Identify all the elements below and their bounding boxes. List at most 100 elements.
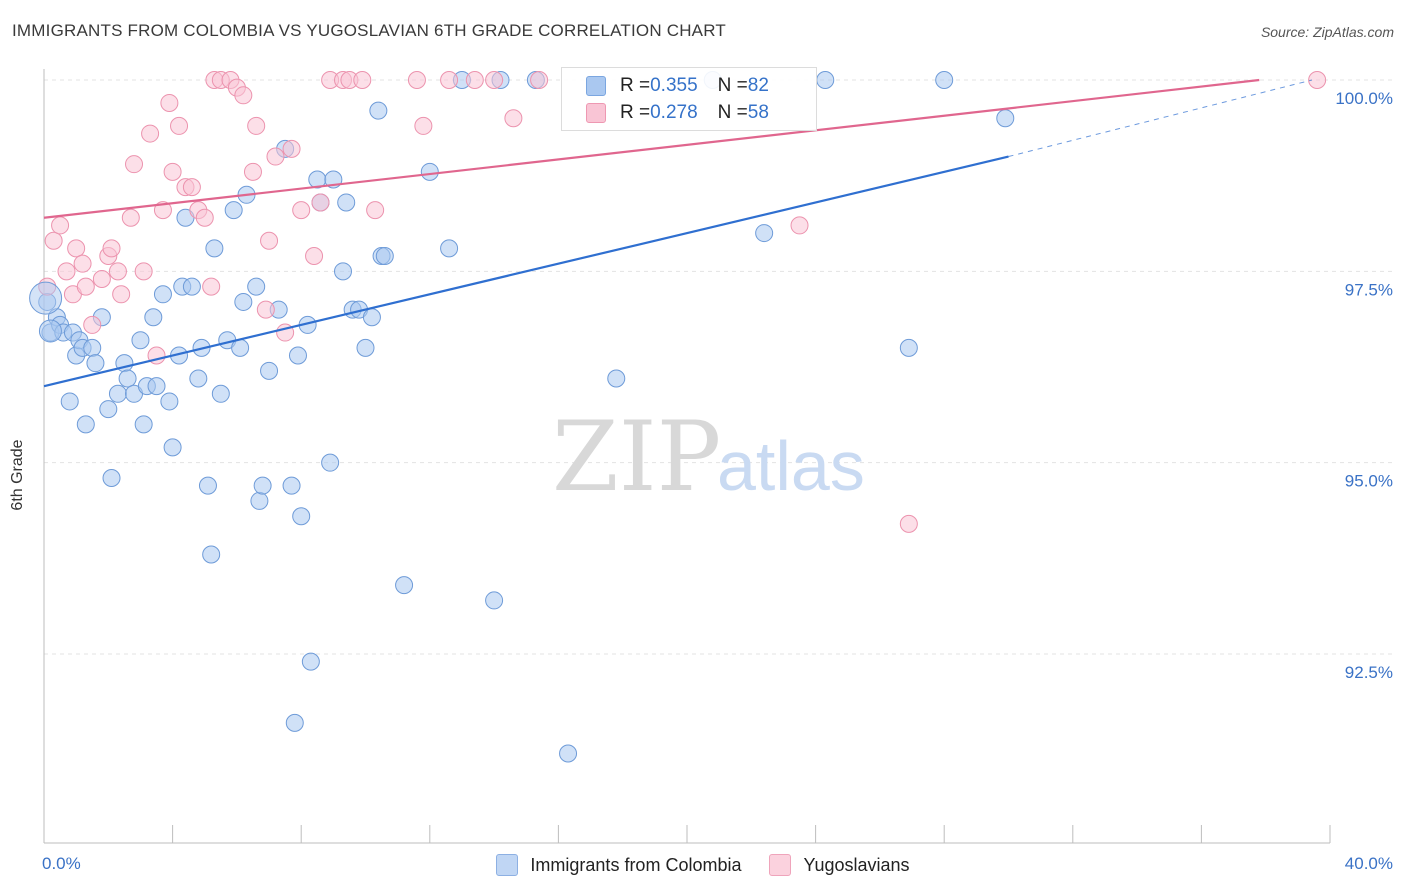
data-point	[134, 262, 153, 281]
data-point	[260, 361, 279, 380]
data-point	[92, 269, 111, 288]
data-point	[153, 285, 172, 304]
data-point	[247, 116, 266, 135]
data-point	[57, 262, 76, 281]
data-point	[485, 71, 504, 89]
data-point	[202, 277, 221, 296]
data-point	[288, 346, 307, 365]
legend-r-value: 0.355	[650, 75, 698, 96]
data-point	[182, 178, 201, 197]
data-point	[163, 162, 182, 181]
data-point	[250, 491, 269, 510]
data-point	[67, 239, 86, 258]
x-tick-label: 0.0%	[42, 854, 81, 873]
data-point	[118, 369, 137, 388]
data-point	[935, 71, 954, 89]
data-point	[301, 652, 320, 671]
data-point	[141, 124, 160, 143]
data-point	[182, 277, 201, 296]
series-legend-yugoslavians[interactable]: Yugoslavians	[769, 854, 910, 876]
trend-line-colombia-extension	[1008, 79, 1313, 158]
data-point	[260, 231, 279, 250]
data-point	[282, 139, 301, 158]
data-point	[440, 71, 459, 89]
data-point	[366, 201, 385, 220]
series-swatch-yugoslavians	[769, 854, 792, 876]
data-point	[282, 476, 301, 495]
data-point	[899, 338, 918, 357]
series-legend-label: Yugoslavians	[803, 854, 910, 875]
legend-swatch-yugoslavians	[586, 103, 606, 123]
data-point	[256, 300, 275, 319]
source-label: Source: ZipAtlas.com	[1260, 24, 1394, 40]
data-point	[266, 147, 285, 166]
data-point	[243, 162, 262, 181]
data-point	[465, 71, 484, 89]
series-legend-label: Immigrants from Colombia	[530, 854, 742, 875]
data-point	[292, 201, 311, 220]
data-point	[108, 384, 127, 403]
data-point	[125, 155, 144, 174]
data-point	[996, 109, 1015, 128]
y-tick-label: 92.5%	[1345, 663, 1393, 682]
legend-swatch-colombia	[586, 76, 606, 96]
data-point	[160, 93, 179, 112]
data-point	[234, 292, 253, 311]
data-point	[134, 415, 153, 434]
data-point	[131, 331, 150, 350]
legend-row-colombia: R = 0.355 N = 82	[586, 73, 769, 99]
data-point	[44, 231, 63, 250]
data-point	[253, 476, 272, 495]
data-point	[395, 576, 414, 595]
data-point	[607, 369, 626, 388]
data-point	[60, 392, 79, 411]
data-point	[99, 400, 118, 419]
data-point	[234, 86, 253, 105]
data-point	[102, 468, 121, 487]
y-tick-label: 95.0%	[1345, 472, 1393, 491]
data-point	[899, 514, 918, 533]
data-point	[504, 109, 523, 128]
data-point	[485, 591, 504, 610]
data-point	[38, 319, 62, 343]
series-colombia-points	[38, 71, 1015, 763]
data-point	[559, 744, 578, 763]
data-point	[83, 338, 102, 357]
legend-r-value: 0.278	[650, 102, 698, 123]
data-point	[755, 224, 774, 243]
data-point	[73, 254, 92, 273]
legend-n-value: 82	[747, 75, 769, 96]
data-point	[414, 116, 433, 135]
data-point	[163, 438, 182, 457]
data-point	[189, 369, 208, 388]
y-tick-label: 97.5%	[1345, 280, 1393, 299]
tick-labels: 92.5% 95.0% 97.5% 100.0% 0.0% 40.0%	[42, 89, 1393, 873]
data-point	[292, 507, 311, 526]
trend-line-colombia	[43, 155, 1009, 388]
data-point	[285, 713, 304, 732]
data-point	[356, 338, 375, 357]
data-point	[76, 277, 95, 296]
legend-n-label: N =	[717, 75, 748, 96]
data-point	[202, 545, 221, 564]
legend-r-label: R =	[620, 75, 651, 96]
data-point	[247, 277, 266, 296]
data-point	[147, 377, 166, 396]
data-point	[816, 71, 835, 89]
series-legend-colombia[interactable]: Immigrants from Colombia	[496, 854, 741, 876]
series-legend: Immigrants from Colombia Yugoslavians	[0, 852, 1406, 878]
series-yugoslavians-points	[38, 71, 1327, 533]
x-tick-label: 40.0%	[1345, 854, 1393, 873]
data-point	[407, 71, 426, 89]
data-point	[333, 262, 352, 281]
data-point	[369, 101, 388, 120]
data-point	[195, 208, 214, 227]
data-point	[205, 239, 224, 258]
y-tick-label: 100.0%	[1335, 89, 1393, 108]
watermark-atlas: atlas	[717, 427, 865, 505]
trend-lines	[43, 78, 1313, 388]
data-point	[224, 201, 243, 220]
data-point	[362, 308, 381, 327]
series-swatch-colombia	[496, 854, 519, 876]
